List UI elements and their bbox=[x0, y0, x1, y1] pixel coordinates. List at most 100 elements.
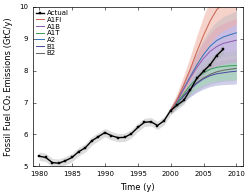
B2 bbox=[222, 69, 225, 71]
A2 bbox=[215, 39, 218, 42]
A1FI bbox=[196, 50, 198, 53]
Line: A1T: A1T bbox=[171, 65, 236, 111]
Actual bbox=[136, 126, 139, 129]
A1T bbox=[228, 65, 231, 67]
Actual bbox=[90, 140, 93, 142]
Actual bbox=[70, 156, 74, 159]
A1FI bbox=[202, 34, 205, 37]
A1B bbox=[189, 76, 192, 79]
Actual bbox=[215, 54, 218, 57]
Actual bbox=[182, 99, 185, 102]
Actual bbox=[222, 48, 225, 50]
Actual bbox=[97, 135, 100, 138]
Actual bbox=[189, 89, 192, 91]
A1T bbox=[182, 92, 185, 95]
B1 bbox=[202, 78, 205, 80]
A1T bbox=[169, 109, 172, 112]
Legend: Actual, A1FI, A1B, A1T, A2, B1, B2: Actual, A1FI, A1B, A1T, A2, B1, B2 bbox=[35, 9, 70, 58]
A2 bbox=[228, 34, 231, 36]
Actual bbox=[169, 109, 172, 112]
Line: A1B: A1B bbox=[171, 40, 236, 111]
A1FI bbox=[169, 109, 172, 112]
B2 bbox=[182, 94, 185, 97]
Actual bbox=[51, 162, 54, 164]
X-axis label: Time (y): Time (y) bbox=[120, 183, 155, 192]
A2 bbox=[222, 36, 225, 38]
A1T bbox=[208, 68, 212, 71]
B1 bbox=[215, 73, 218, 75]
A1B bbox=[215, 45, 218, 48]
Actual bbox=[44, 156, 47, 159]
A1T bbox=[222, 65, 225, 68]
Actual bbox=[130, 133, 133, 135]
Actual bbox=[58, 162, 60, 164]
Actual bbox=[38, 155, 41, 157]
Actual bbox=[110, 135, 113, 137]
A1T bbox=[176, 101, 179, 104]
B2 bbox=[189, 87, 192, 90]
B1 bbox=[196, 82, 198, 84]
Line: A2: A2 bbox=[171, 33, 236, 111]
Actual bbox=[77, 151, 80, 153]
A1B bbox=[182, 88, 185, 90]
A2 bbox=[169, 109, 172, 112]
Actual bbox=[104, 131, 106, 134]
B1 bbox=[169, 109, 172, 112]
A1FI bbox=[208, 20, 212, 22]
A1FI bbox=[182, 84, 185, 86]
B1 bbox=[222, 72, 225, 74]
A2 bbox=[202, 54, 205, 56]
B2 bbox=[176, 102, 179, 104]
A1T bbox=[189, 84, 192, 86]
A1B bbox=[228, 41, 231, 43]
Line: Actual: Actual bbox=[38, 48, 224, 164]
Actual bbox=[84, 147, 87, 149]
B1 bbox=[189, 88, 192, 90]
B1 bbox=[176, 102, 179, 104]
B1 bbox=[228, 71, 231, 73]
A1T bbox=[215, 66, 218, 69]
Y-axis label: Fossil Fuel CO₂ Emissions (GtC/y): Fossil Fuel CO₂ Emissions (GtC/y) bbox=[4, 17, 13, 156]
Line: A1FI: A1FI bbox=[171, 0, 236, 111]
Actual bbox=[208, 64, 212, 66]
Actual bbox=[202, 70, 205, 72]
A1B bbox=[202, 57, 205, 60]
Actual bbox=[123, 136, 126, 139]
A2 bbox=[189, 75, 192, 77]
Actual bbox=[196, 77, 198, 79]
Actual bbox=[64, 160, 67, 162]
Actual bbox=[156, 124, 159, 127]
Line: B1: B1 bbox=[171, 71, 236, 111]
B2 bbox=[202, 77, 205, 79]
A2 bbox=[176, 99, 179, 102]
B1 bbox=[182, 95, 185, 97]
A1B bbox=[235, 39, 238, 41]
A1FI bbox=[176, 98, 179, 101]
B2 bbox=[169, 109, 172, 112]
A1B bbox=[222, 42, 225, 44]
Actual bbox=[150, 121, 152, 123]
A1B bbox=[196, 66, 198, 69]
A1T bbox=[202, 72, 205, 74]
Actual bbox=[143, 121, 146, 123]
A1T bbox=[235, 64, 238, 67]
A1T bbox=[196, 77, 198, 79]
A1FI bbox=[189, 68, 192, 70]
A1B bbox=[208, 50, 212, 53]
B1 bbox=[208, 74, 212, 77]
B2 bbox=[235, 67, 238, 70]
Actual bbox=[162, 120, 166, 122]
A2 bbox=[208, 45, 212, 47]
B2 bbox=[208, 73, 212, 76]
Actual bbox=[176, 104, 179, 106]
B2 bbox=[215, 71, 218, 73]
B1 bbox=[235, 70, 238, 72]
Actual bbox=[116, 136, 119, 139]
Line: B2: B2 bbox=[171, 68, 236, 111]
A1B bbox=[169, 109, 172, 112]
A2 bbox=[235, 32, 238, 34]
B2 bbox=[228, 68, 231, 71]
A2 bbox=[196, 64, 198, 66]
B2 bbox=[196, 82, 198, 84]
A1FI bbox=[215, 9, 218, 11]
